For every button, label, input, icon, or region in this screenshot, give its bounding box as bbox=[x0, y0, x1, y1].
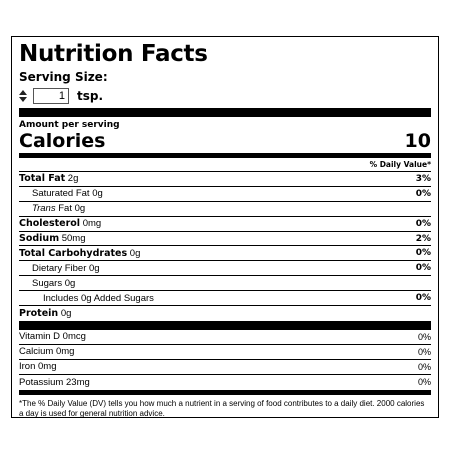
nutrient-label: Protein bbox=[19, 307, 59, 319]
serving-unit: tsp. bbox=[77, 89, 104, 103]
nutrient-amount: 0g bbox=[92, 188, 103, 200]
vitamin-name: Calcium 0mg bbox=[19, 346, 74, 357]
nutrient-row-added-sugars: Includes 0g Added Sugars 0% bbox=[19, 291, 431, 307]
divider-footnote bbox=[19, 390, 431, 396]
nutrient-dv: 0% bbox=[415, 218, 431, 229]
vitamin-label: Vitamin D bbox=[19, 331, 61, 343]
stepper-arrows-icon[interactable] bbox=[19, 88, 29, 104]
nutrient-name: Trans Fat 0g bbox=[32, 203, 85, 214]
divider-vitamins bbox=[19, 320, 431, 330]
nutrient-name: Dietary Fiber 0g bbox=[32, 263, 100, 274]
nutrient-name: Total Carbohydrates 0g bbox=[19, 248, 140, 259]
calories-row: Calories 10 bbox=[19, 130, 431, 152]
nutrient-label: Includes 0g Added Sugars bbox=[43, 292, 154, 304]
nutrient-name: Sugars 0g bbox=[32, 278, 75, 289]
decrement-arrow-icon[interactable] bbox=[19, 97, 27, 102]
nutrient-amount: 50mg bbox=[61, 233, 86, 244]
amount-per-serving-label: Amount per serving bbox=[19, 120, 120, 130]
nutrient-amount: Fat 0g bbox=[58, 203, 86, 215]
vitamin-name: Potassium 23mg bbox=[19, 377, 90, 388]
nutrient-label: Sodium bbox=[19, 233, 60, 244]
vitamin-name: Iron 0mg bbox=[19, 361, 57, 372]
nutrient-row-total-carbohydrates: Total Carbohydrates 0g 0% bbox=[19, 246, 431, 262]
nutrient-row-trans-fat: Trans Fat 0g bbox=[19, 202, 431, 217]
vitamin-dv: 0% bbox=[417, 361, 431, 372]
vitamin-dv: 0% bbox=[417, 331, 431, 342]
vitamin-row-vitamin-d: Vitamin D 0mcg 0% bbox=[19, 330, 431, 345]
nutrient-amount: 2g bbox=[67, 173, 79, 185]
nutrient-dv: 2% bbox=[415, 233, 431, 244]
nutrient-name: Cholesterol 0mg bbox=[19, 218, 101, 229]
nutrient-amount: 0g bbox=[129, 247, 141, 259]
serving-size-row: tsp. bbox=[19, 86, 431, 106]
nutrient-name: Includes 0g Added Sugars bbox=[43, 293, 154, 304]
daily-value-footnote: *The % Daily Value (DV) tells you how mu… bbox=[19, 399, 425, 419]
vitamin-row-potassium: Potassium 23mg 0% bbox=[19, 375, 431, 390]
vitamin-amount: 0mcg bbox=[62, 331, 86, 343]
nutrient-dv: 0% bbox=[415, 293, 431, 304]
serving-quantity-input[interactable] bbox=[33, 88, 69, 104]
serving-size-label: Serving Size: bbox=[19, 70, 108, 84]
calories-value: 10 bbox=[404, 130, 431, 152]
divider-thick bbox=[19, 108, 431, 117]
vitamin-amount: 23mg bbox=[66, 376, 90, 388]
nutrient-row-protein: Protein 0g bbox=[19, 306, 431, 321]
nutrient-name: Protein 0g bbox=[19, 308, 71, 319]
nutrient-dv: 0% bbox=[415, 248, 431, 259]
nutrient-amount: 0g bbox=[89, 262, 100, 274]
nutrient-label: Sugars bbox=[32, 277, 63, 289]
nutrient-amount: 0g bbox=[64, 277, 76, 289]
nutrition-facts-panel: Nutrition Facts Serving Size: tsp. Amoun… bbox=[11, 36, 439, 418]
nutrient-dv: 0% bbox=[415, 188, 431, 199]
nutrient-label: Cholesterol bbox=[19, 218, 81, 230]
nutrient-row-saturated-fat: Saturated Fat 0g 0% bbox=[19, 187, 431, 202]
nutrient-row-sugars: Sugars 0g bbox=[19, 276, 431, 292]
nutrient-name: Total Fat 2g bbox=[19, 173, 78, 184]
vitamin-amount: 0mg bbox=[55, 346, 75, 358]
vitamin-label: Iron bbox=[19, 361, 36, 373]
nutrient-label: Dietary Fiber bbox=[32, 262, 87, 274]
daily-value-header: % Daily Value* bbox=[19, 158, 431, 172]
calories-label: Calories bbox=[19, 130, 106, 152]
nutrient-row-cholesterol: Cholesterol 0mg 0% bbox=[19, 217, 431, 232]
nutrient-row-dietary-fiber: Dietary Fiber 0g 0% bbox=[19, 261, 431, 277]
vitamin-amount: 0mg bbox=[38, 361, 57, 373]
nutrient-dv: 3% bbox=[415, 173, 431, 184]
vitamin-dv: 0% bbox=[417, 377, 431, 388]
nutrient-label: Saturated Fat bbox=[32, 188, 90, 200]
nutrient-row-sodium: Sodium 50mg 2% bbox=[19, 232, 431, 247]
vitamin-label: Potassium bbox=[19, 376, 64, 388]
vitamin-row-iron: Iron 0mg 0% bbox=[19, 360, 431, 375]
divider-medium bbox=[19, 153, 431, 158]
vitamin-dv: 0% bbox=[417, 346, 431, 357]
nutrient-label: Total Fat bbox=[19, 173, 66, 185]
nutrient-name: Sodium 50mg bbox=[19, 233, 86, 244]
nutrient-name: Saturated Fat 0g bbox=[32, 188, 103, 199]
nutrient-row-total-fat: Total Fat 2g 3% bbox=[19, 172, 431, 187]
vitamin-row-calcium: Calcium 0mg 0% bbox=[19, 345, 431, 360]
increment-arrow-icon[interactable] bbox=[19, 90, 27, 95]
nutrient-dv: 0% bbox=[415, 263, 431, 274]
nutrient-label: Trans bbox=[32, 203, 56, 215]
nutrient-amount: 0g bbox=[60, 307, 72, 319]
vitamin-label: Calcium bbox=[19, 346, 54, 358]
nutrient-amount: 0mg bbox=[82, 218, 102, 230]
nutrient-label: Total Carbohydrates bbox=[19, 247, 128, 259]
nutrition-facts-title: Nutrition Facts bbox=[19, 41, 208, 67]
vitamin-name: Vitamin D 0mcg bbox=[19, 331, 86, 342]
